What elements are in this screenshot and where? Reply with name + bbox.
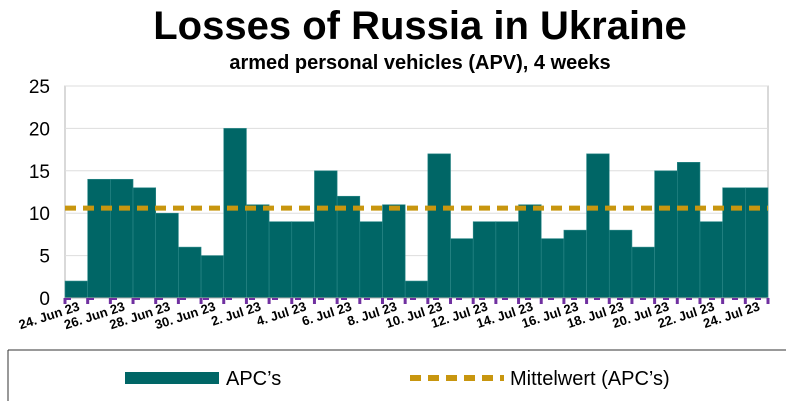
bar [586, 153, 610, 299]
bar [745, 187, 769, 299]
bar [132, 187, 157, 299]
bar [427, 153, 451, 299]
bar [336, 195, 361, 299]
bar [155, 212, 179, 299]
y-tick-label: 10 [29, 204, 50, 225]
bar [87, 178, 111, 299]
bar [246, 204, 270, 299]
bar [631, 246, 655, 299]
bar [110, 178, 134, 299]
bar [382, 204, 406, 299]
bar [268, 221, 293, 299]
chart-title: Losses of Russia in Ukraine [153, 4, 687, 48]
y-tick-label: 25 [29, 77, 50, 98]
bar [495, 221, 519, 299]
bar [540, 238, 565, 299]
y-tick-label: 15 [29, 162, 50, 183]
bar [178, 246, 202, 299]
y-axis: 0 5 10 15 20 25 [29, 77, 50, 310]
bar [518, 204, 542, 299]
bar [699, 221, 723, 299]
legend-label-apc: APC’s [226, 368, 281, 390]
bar [223, 128, 247, 299]
y-tick-label: 20 [29, 119, 50, 140]
legend: APC’s Mittelwert (APC’s) [7, 349, 786, 401]
y-tick-label: 5 [39, 247, 50, 268]
bar [64, 280, 88, 299]
legend-label-mean: Mittelwert (APC’s) [510, 368, 670, 390]
bar [314, 170, 338, 299]
bar [472, 221, 497, 299]
bar [450, 238, 474, 299]
bar [359, 221, 383, 299]
bar [404, 280, 429, 299]
bar [200, 255, 225, 299]
y-tick-label: 0 [39, 289, 50, 310]
legend-swatch-apc [125, 372, 219, 384]
bar [608, 229, 633, 299]
bar [563, 229, 587, 299]
bar [676, 162, 701, 299]
bar [654, 170, 678, 299]
bar [291, 221, 315, 299]
bar [722, 187, 746, 299]
chart-subtitle: armed personal vehicles (APV), 4 weeks [229, 52, 611, 74]
